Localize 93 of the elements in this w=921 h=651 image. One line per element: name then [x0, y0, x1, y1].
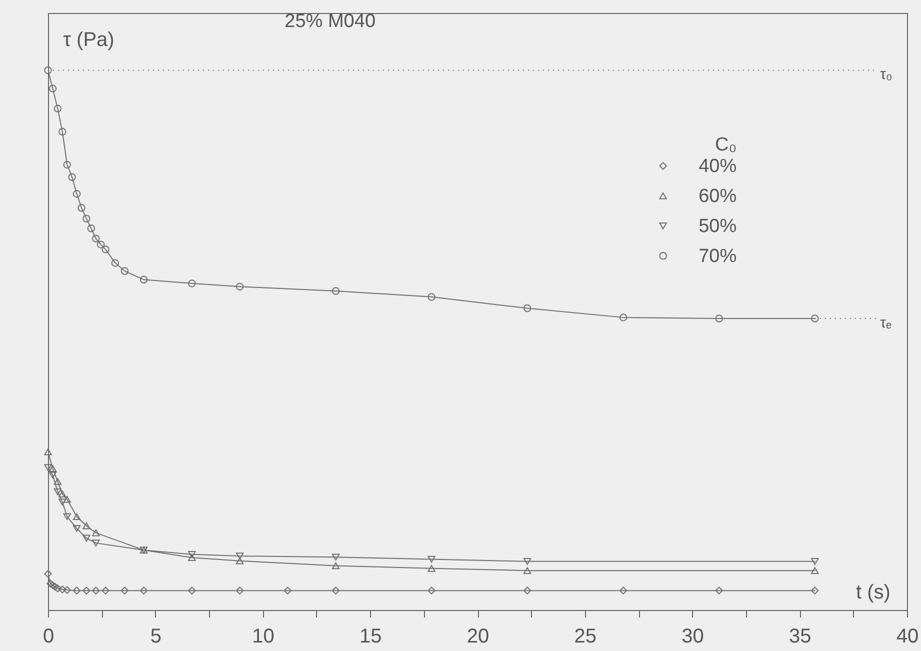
point	[332, 287, 340, 295]
point	[120, 267, 129, 275]
point	[332, 586, 340, 594]
point	[523, 586, 532, 594]
legend-label: 40%	[698, 156, 737, 177]
point	[48, 84, 57, 92]
point	[68, 173, 76, 181]
x-tick-label: 15	[360, 626, 382, 648]
x-tick-label: 25	[574, 626, 596, 648]
point	[58, 128, 66, 136]
point	[111, 259, 120, 267]
point	[82, 586, 90, 594]
point	[428, 556, 436, 563]
point	[188, 554, 196, 562]
point	[63, 586, 71, 594]
point	[715, 314, 723, 322]
point	[92, 586, 100, 594]
point	[811, 567, 819, 574]
ref-line-label: τ₀	[880, 66, 892, 84]
point	[54, 584, 62, 592]
point	[51, 582, 59, 591]
point	[120, 586, 129, 594]
point	[236, 282, 244, 291]
point	[63, 496, 71, 503]
point	[523, 304, 532, 312]
point	[236, 586, 244, 594]
point	[48, 472, 57, 478]
legend-label: 70%	[698, 246, 737, 267]
x-tick-label: 10	[252, 626, 274, 648]
point	[92, 540, 100, 546]
point	[619, 586, 628, 594]
point	[811, 586, 819, 594]
point	[82, 214, 90, 223]
point	[428, 565, 436, 572]
x-tick-label: 30	[682, 626, 704, 648]
point	[44, 464, 52, 471]
point	[54, 104, 62, 112]
x-tick-label: 40	[896, 626, 919, 648]
point	[523, 567, 532, 574]
x-tick-label: 5	[150, 626, 162, 648]
point	[619, 314, 628, 322]
point	[63, 160, 71, 169]
ref-line-label: τₑ	[880, 314, 892, 332]
point	[46, 580, 54, 588]
point	[44, 448, 52, 456]
point	[188, 550, 196, 558]
point	[236, 552, 244, 560]
x-tick-label: 20	[466, 626, 490, 648]
point	[44, 570, 52, 578]
point	[72, 525, 81, 532]
point	[811, 314, 819, 322]
point	[102, 246, 110, 254]
point	[58, 490, 66, 498]
point	[72, 586, 81, 594]
point	[58, 586, 66, 594]
point	[523, 558, 532, 565]
x-tick-label: 0	[42, 626, 54, 648]
point	[332, 562, 340, 570]
point	[811, 558, 819, 565]
point	[82, 534, 90, 542]
point	[140, 586, 148, 594]
point	[428, 586, 436, 594]
point	[140, 276, 148, 284]
point	[44, 66, 52, 74]
point	[54, 478, 62, 485]
point	[54, 488, 62, 496]
point	[72, 190, 81, 198]
point	[188, 586, 196, 594]
point	[332, 554, 340, 561]
point	[715, 586, 723, 594]
point	[284, 586, 292, 594]
x-axis-title: t (s)	[856, 582, 890, 604]
legend-title: C₀	[714, 134, 737, 156]
point	[48, 581, 57, 590]
point	[87, 224, 96, 232]
point	[82, 522, 90, 530]
point	[236, 557, 244, 564]
point	[58, 498, 66, 506]
point	[78, 204, 86, 212]
chart-title: 25% M040	[284, 11, 376, 32]
x-tick-label: 35	[789, 626, 812, 648]
point	[96, 240, 105, 248]
point	[102, 586, 110, 594]
point	[72, 513, 81, 520]
point	[63, 513, 71, 520]
legend-label: 50%	[698, 216, 737, 237]
point	[428, 293, 436, 301]
point	[92, 234, 100, 242]
point	[48, 465, 57, 472]
point	[92, 529, 100, 536]
legend-label: 60%	[698, 186, 737, 207]
point	[188, 280, 196, 288]
y-axis-title: τ (Pa)	[63, 29, 114, 52]
